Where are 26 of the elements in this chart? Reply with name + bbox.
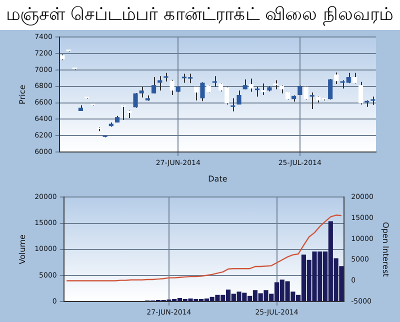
y2-axis-title: Open Interest xyxy=(381,222,390,277)
candlestick xyxy=(170,79,174,96)
y-axis-title: Price xyxy=(18,84,27,104)
candlestick xyxy=(194,86,199,101)
candlestick xyxy=(261,83,266,96)
y-axis-title: Volume xyxy=(18,234,27,264)
candlestick xyxy=(304,86,308,100)
candlestick xyxy=(121,104,126,121)
candlestick xyxy=(242,78,248,90)
chart-title: மஞ்சள் செப்டம்பர் கான்ட்ராக்ட் விலை நிலவரம் xyxy=(0,0,400,30)
candlestick xyxy=(139,86,144,98)
candlestick xyxy=(352,72,357,84)
candlestick xyxy=(358,81,364,105)
candlestick xyxy=(248,78,254,92)
candlestick xyxy=(152,76,156,94)
candlestick xyxy=(255,86,260,98)
candlestick xyxy=(230,98,236,112)
candlestick xyxy=(273,80,278,90)
x-axis-title: Date xyxy=(208,174,228,184)
candlestick xyxy=(133,92,138,108)
candlestick xyxy=(200,82,205,102)
candlestick xyxy=(236,90,242,105)
candlestick xyxy=(334,72,339,84)
candlestick xyxy=(328,78,333,100)
candlestick xyxy=(310,92,314,110)
candlestick xyxy=(212,76,217,88)
